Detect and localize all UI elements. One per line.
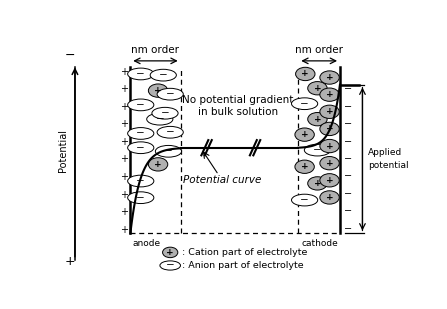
Text: +: + — [326, 90, 333, 99]
Text: +: + — [120, 225, 128, 235]
Text: +: + — [154, 160, 162, 169]
Text: +: + — [120, 137, 128, 147]
Text: +: + — [120, 207, 128, 217]
Text: +: + — [326, 73, 333, 82]
Circle shape — [320, 174, 339, 187]
Ellipse shape — [152, 107, 178, 119]
Text: −: − — [159, 70, 168, 80]
Text: −: − — [344, 189, 352, 199]
Ellipse shape — [157, 126, 183, 138]
Text: +: + — [166, 248, 174, 257]
Text: +: + — [301, 162, 308, 171]
Text: +: + — [326, 142, 333, 150]
Text: −: − — [344, 119, 352, 129]
Text: −: − — [136, 176, 145, 186]
Ellipse shape — [128, 175, 154, 187]
Text: +: + — [314, 84, 321, 93]
Ellipse shape — [160, 261, 181, 270]
Text: −: − — [164, 146, 173, 156]
Text: Applied
potential: Applied potential — [367, 148, 408, 170]
Circle shape — [295, 128, 314, 141]
Circle shape — [320, 191, 339, 204]
Text: nm order: nm order — [131, 45, 180, 55]
Text: +: + — [120, 172, 128, 182]
Ellipse shape — [291, 194, 318, 206]
Circle shape — [320, 157, 339, 170]
Circle shape — [163, 247, 178, 258]
Circle shape — [320, 139, 339, 153]
Circle shape — [148, 158, 168, 171]
Text: −: − — [344, 84, 352, 95]
Circle shape — [295, 67, 315, 81]
Ellipse shape — [147, 113, 173, 125]
Text: −: − — [344, 206, 352, 216]
Text: +: + — [301, 70, 309, 78]
Text: −: − — [344, 154, 352, 164]
Ellipse shape — [304, 144, 330, 156]
Ellipse shape — [128, 192, 154, 204]
Text: nm order: nm order — [295, 45, 343, 55]
Text: +: + — [326, 125, 333, 133]
Text: +: + — [120, 119, 128, 129]
Circle shape — [308, 82, 327, 95]
Text: −: − — [344, 102, 352, 112]
Text: −: − — [313, 145, 322, 155]
Ellipse shape — [128, 68, 154, 80]
Circle shape — [308, 177, 327, 190]
Text: −: − — [136, 100, 145, 110]
Text: Potential: Potential — [58, 129, 68, 171]
Text: +: + — [326, 159, 333, 168]
Circle shape — [295, 160, 314, 173]
Circle shape — [320, 88, 339, 101]
Text: : Cation part of electrolyte: : Cation part of electrolyte — [182, 248, 308, 257]
Text: anode: anode — [132, 239, 160, 248]
Text: : Anion part of electrolyte: : Anion part of electrolyte — [182, 261, 304, 270]
Circle shape — [320, 105, 339, 118]
Text: −: − — [166, 260, 175, 270]
Text: −: − — [136, 193, 145, 203]
Text: +: + — [154, 86, 162, 95]
Text: −: − — [300, 195, 309, 205]
Text: +: + — [120, 154, 128, 164]
Text: +: + — [120, 190, 128, 200]
Text: +: + — [120, 66, 128, 77]
Text: +: + — [120, 84, 128, 94]
Ellipse shape — [156, 146, 181, 157]
Circle shape — [148, 84, 168, 97]
Text: −: − — [136, 69, 145, 79]
Text: cathode: cathode — [301, 239, 338, 248]
Ellipse shape — [128, 99, 154, 111]
Text: Potential curve: Potential curve — [183, 175, 261, 185]
Text: −: − — [160, 108, 169, 118]
Text: −: − — [344, 224, 352, 234]
Text: +: + — [314, 115, 321, 124]
Text: +: + — [64, 256, 75, 269]
Text: +: + — [326, 107, 333, 116]
Text: +: + — [120, 102, 128, 112]
Ellipse shape — [157, 88, 183, 100]
Text: −: − — [344, 171, 352, 181]
Text: +: + — [314, 179, 321, 188]
Text: +: + — [326, 193, 333, 202]
Ellipse shape — [128, 142, 154, 154]
Text: −: − — [166, 127, 175, 137]
Text: +: + — [301, 130, 308, 139]
Circle shape — [308, 112, 327, 126]
Ellipse shape — [291, 98, 318, 110]
Ellipse shape — [128, 128, 154, 139]
Text: −: − — [136, 143, 145, 153]
Text: −: − — [156, 114, 164, 124]
Circle shape — [320, 71, 339, 84]
Text: +: + — [326, 176, 333, 185]
Text: No potential gradient
in bulk solution: No potential gradient in bulk solution — [182, 95, 293, 117]
Text: −: − — [344, 137, 352, 146]
Text: −: − — [300, 99, 309, 109]
Text: −: − — [64, 49, 75, 62]
Ellipse shape — [150, 69, 177, 81]
Circle shape — [320, 122, 339, 136]
Text: −: − — [136, 129, 145, 138]
Text: −: − — [166, 89, 175, 99]
